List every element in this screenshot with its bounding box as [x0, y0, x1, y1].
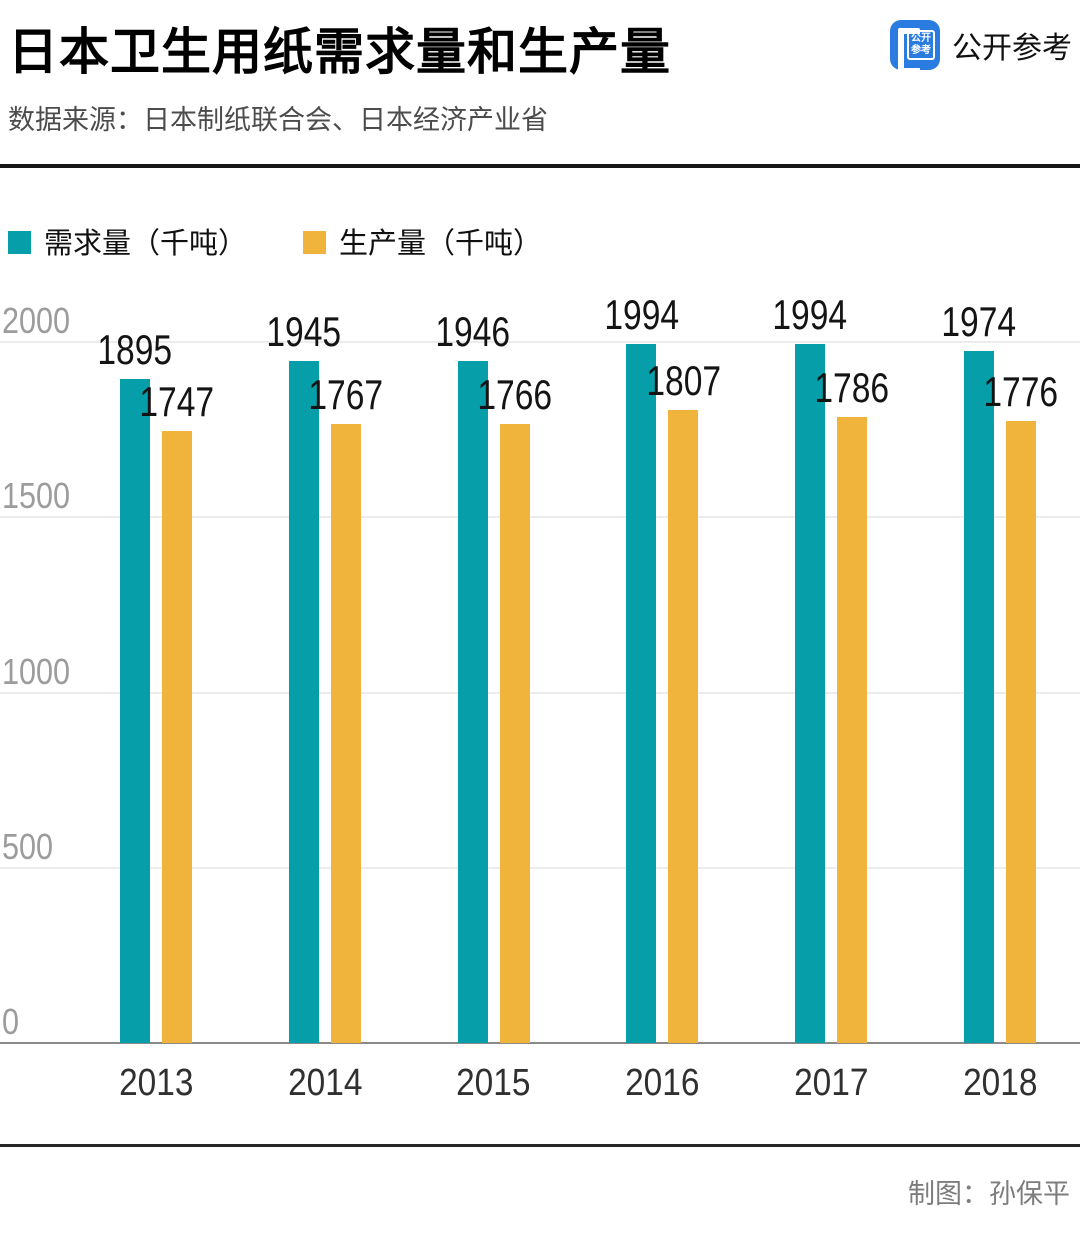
- x-axis-label-2016: 2016: [625, 1062, 700, 1104]
- bar-value-production-2018: 1776: [983, 367, 1059, 415]
- bar-col-demand-2015: 1946: [435, 308, 510, 1043]
- x-axis-label-2015: 2015: [456, 1062, 531, 1104]
- x-axis-line: [0, 1042, 1080, 1044]
- bar-col-production-2013: 1747: [140, 378, 214, 1043]
- x-axis-label-2014: 2014: [287, 1062, 363, 1104]
- y-axis-label-0: 0: [2, 1001, 20, 1042]
- bar-value-production-2013: 1747: [139, 377, 215, 425]
- bar-value-demand-2014: 1945: [266, 308, 342, 356]
- bar-value-demand-2013: 1895: [97, 325, 173, 373]
- bar-production-2015: [499, 424, 530, 1043]
- legend-label-demand: 需求量（千吨）: [44, 228, 248, 260]
- bar-demand-2015: [457, 360, 488, 1043]
- bar-col-demand-2014: 1945: [266, 308, 341, 1043]
- bar-group-2018: 1974 1776: [942, 298, 1058, 1043]
- y-axis-label-1000: 1000: [2, 650, 71, 692]
- x-axis-label-2018: 2018: [962, 1062, 1038, 1104]
- brand-icon-line1: 公开: [911, 33, 931, 44]
- bar-col-demand-2017: 1994: [773, 291, 848, 1043]
- brand-logo: 公开 参考 公开参考: [890, 20, 1072, 74]
- brand-icon-line2: 参考: [911, 45, 931, 56]
- y-axis-label-1500: 1500: [2, 475, 71, 517]
- bar-col-demand-2018: 1974: [942, 298, 1016, 1043]
- bar-production-2018: [1005, 420, 1036, 1043]
- bar-value-production-2014: 1767: [308, 370, 384, 418]
- legend-item-demand: 需求量（千吨）: [8, 220, 247, 262]
- legend-swatch-production: [303, 230, 327, 254]
- gridline-1000: [0, 691, 1080, 694]
- header-divider: [0, 164, 1080, 168]
- bar-value-demand-2017: 1994: [772, 291, 848, 339]
- bar-value-production-2017: 1786: [814, 364, 890, 412]
- bar-demand-2017: [795, 344, 826, 1043]
- bar-production-2017: [837, 417, 868, 1043]
- bar-group-2013: 1895 1747: [98, 326, 214, 1043]
- bar-demand-2018: [963, 351, 994, 1043]
- bar-col-production-2015: 1766: [477, 371, 552, 1043]
- bar-demand-2014: [288, 361, 319, 1043]
- bar-production-2014: [330, 423, 361, 1043]
- x-axis-label-2013: 2013: [118, 1062, 194, 1104]
- bar-value-demand-2015: 1946: [435, 307, 510, 355]
- bar-group-2017: 1994 1786: [773, 291, 890, 1043]
- gridline-1500: [0, 516, 1080, 519]
- x-axis-labels: 2013 2014 2015 2016 2017 2018: [118, 1062, 1038, 1105]
- y-axis-label-500: 500: [2, 825, 54, 867]
- bar-production-2016: [668, 409, 699, 1043]
- y-axis-label-2000: 2000: [2, 300, 71, 341]
- bar-value-demand-2016: 1994: [604, 291, 679, 339]
- bar-col-demand-2016: 1994: [604, 291, 679, 1043]
- page-title: 日本卫生用纸需求量和生产量: [8, 24, 671, 80]
- brand-logo-icon: 公开 参考: [890, 20, 940, 74]
- bar-production-2013: [162, 430, 192, 1043]
- legend-label-production: 生产量（千吨）: [339, 228, 543, 260]
- brand-name: 公开参考: [952, 32, 1072, 65]
- bar-col-production-2014: 1767: [308, 371, 383, 1043]
- bar-group-2015: 1946 1766: [435, 308, 552, 1043]
- legend-item-production: 生产量（千吨）: [303, 220, 542, 262]
- legend-swatch-demand: [8, 230, 31, 254]
- footer-divider: [0, 1144, 1080, 1147]
- gridline-500: [0, 866, 1080, 869]
- bar-value-production-2015: 1766: [477, 371, 552, 419]
- bar-col-production-2017: 1786: [815, 364, 890, 1043]
- bar-col-production-2016: 1807: [646, 357, 721, 1043]
- credit: 制图：孙保平: [908, 1179, 1070, 1209]
- bar-group-2014: 1945 1767: [266, 308, 383, 1043]
- bar-value-production-2016: 1807: [646, 356, 721, 404]
- bar-col-demand-2013: 1895: [98, 326, 172, 1043]
- brand-icon-text: 公开 参考: [907, 30, 935, 60]
- bar-demand-2016: [626, 344, 657, 1043]
- bar-value-demand-2018: 1974: [941, 298, 1017, 346]
- chart-legend: 需求量（千吨） 生产量（千吨）: [8, 220, 542, 262]
- bar-col-production-2018: 1776: [984, 368, 1058, 1043]
- gridline-2000: [0, 341, 1080, 343]
- x-axis-label-2017: 2017: [793, 1062, 869, 1104]
- bar-demand-2013: [120, 378, 150, 1043]
- data-source: 数据来源：日本制纸联合会、日本经济产业省: [8, 105, 548, 135]
- bar-group-2016: 1994 1807: [604, 291, 721, 1043]
